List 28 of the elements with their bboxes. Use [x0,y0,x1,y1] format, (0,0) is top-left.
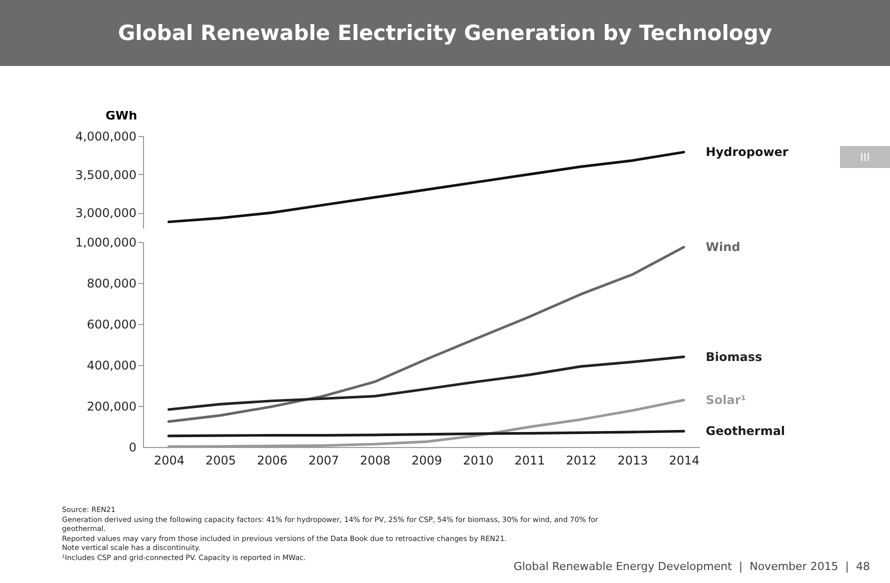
x-tick-label: 2013 [617,454,648,468]
series-label: Solar¹ [706,393,746,408]
x-tick-label: 2011 [514,454,546,468]
y-tick-label: 400,000 [86,358,136,372]
y-tick-label: 200,000 [86,400,136,414]
x-tick-label: 2004 [154,454,185,468]
series-label: Wind [706,240,740,254]
x-tick-label: 2005 [205,454,236,468]
y-tick-label: 0 [128,440,136,454]
x-tick-label: 2014 [668,454,700,468]
y-tick-label: 600,000 [86,318,136,332]
y-tick-label: 3,500,000 [75,168,136,182]
x-tick-label: 2009 [411,454,442,468]
text: III [840,146,890,168]
y-tick-label: 4,000,000 [75,130,136,144]
series-label: Hydropower [706,145,788,160]
series-label: Biomass [706,350,762,364]
y-tick-label: 3,000,000 [75,206,136,220]
x-tick-label: 2008 [360,454,391,468]
y-tick-label: 1,000,000 [75,236,136,250]
x-tick-label: 2007 [308,454,340,468]
x-tick-label: 2006 [256,454,288,468]
series-label: Geothermal [706,424,786,438]
x-tick-label: 2012 [566,454,597,468]
text: Global Renewable Energy Development | November 2015 | 48 [514,560,870,573]
chart-title: Global Renewable Electricity Generation by Technology [0,0,890,66]
x-tick-label: 2010 [462,454,494,468]
y-tick-label: 800,000 [86,276,136,290]
